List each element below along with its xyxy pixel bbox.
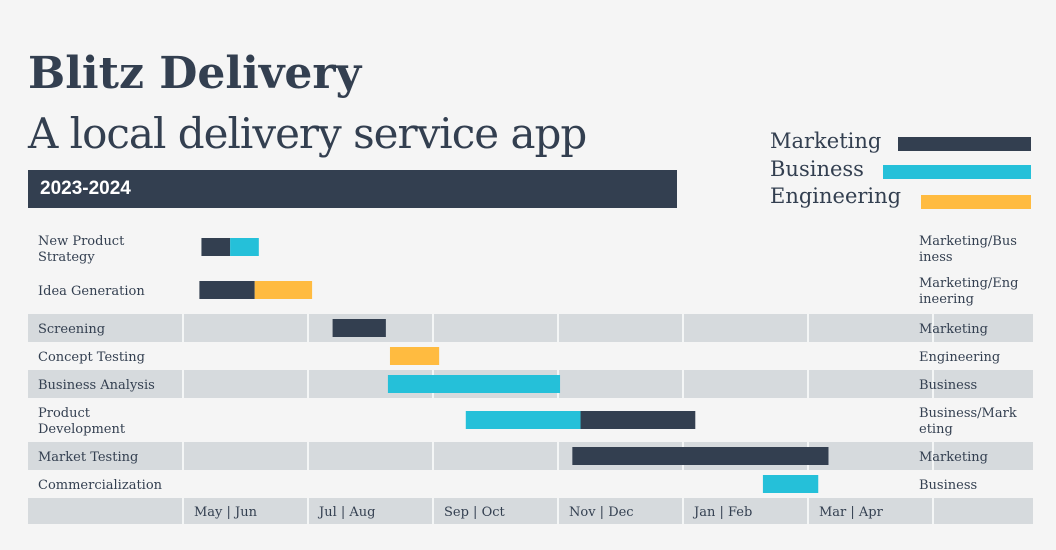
year-label: 2023-2024 [40,178,131,199]
x-tick-label: Jan | Feb [692,505,752,520]
bar-engineering [254,281,313,299]
row-band [28,442,1033,470]
team-label: eting [919,422,953,437]
bar-business [387,375,561,393]
legend-swatch-engineering [921,195,1031,209]
legend-swatch-marketing [898,137,1031,151]
task-label: Idea Generation [38,284,145,299]
x-tick-label: Nov | Dec [569,505,634,520]
task-label: Market Testing [38,450,138,465]
bar-business [465,411,581,429]
team-label: Business [919,478,977,493]
team-label: Business/Mark [919,406,1017,421]
team-label: ineering [919,292,974,307]
axis-band [28,498,1033,524]
year-banner: 2023-2024 [28,170,677,208]
bar-marketing [332,319,386,337]
x-tick-label: Jul | Aug [317,505,375,520]
task-label: Product [38,406,91,421]
legend-label: Engineering [770,184,902,208]
team-label: Marketing/Bus [919,234,1017,249]
x-tick-label: May | Jun [194,505,258,520]
task-label: Development [38,422,126,437]
bar-business [230,238,259,256]
bar-marketing [572,447,829,465]
task-label: Concept Testing [38,350,145,365]
bar-engineering [389,347,440,365]
page-subtitle: A local delivery service app [28,109,587,158]
legend-label: Business [770,157,864,181]
task-label: Strategy [38,250,95,265]
row-band [28,314,1033,342]
team-label: Marketing [919,450,988,465]
team-label: iness [919,250,953,265]
team-label: Business [919,378,977,393]
bar-business [762,475,819,493]
legend-label: Marketing [770,129,882,153]
x-tick-label: Mar | Apr [819,505,884,520]
bar-marketing [580,411,696,429]
task-label: Business Analysis [38,378,155,393]
x-tick-label: Sep | Oct [444,505,506,520]
team-label: Engineering [919,350,1000,365]
task-label: Commercialization [38,478,163,493]
page-title: Blitz Delivery [28,48,362,99]
bar-marketing [201,238,231,256]
team-label: Marketing/Eng [919,276,1019,291]
team-label: Marketing [919,322,988,337]
legend-swatch-business [883,165,1031,179]
bar-marketing [199,281,255,299]
task-label: Screening [38,322,105,337]
task-label: New Product [38,234,125,249]
